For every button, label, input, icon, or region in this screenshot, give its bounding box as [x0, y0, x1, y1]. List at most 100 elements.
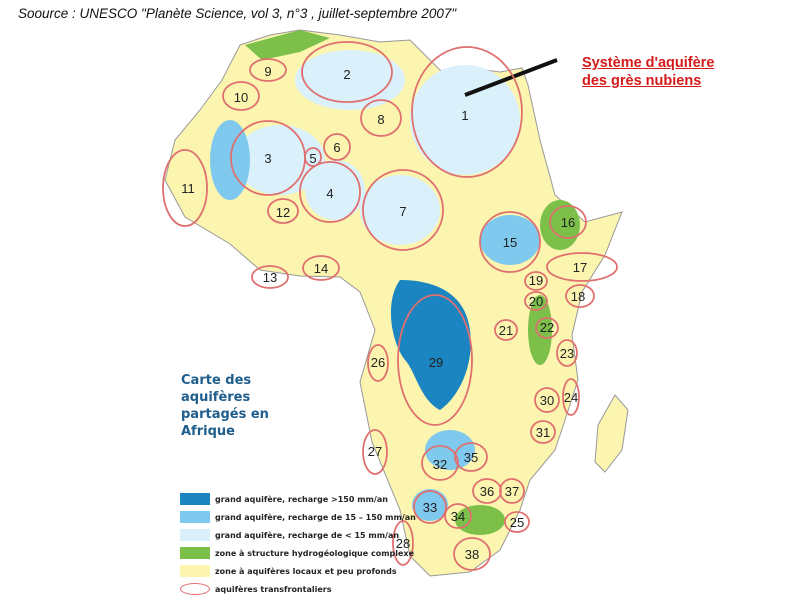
- transboundary-aquifer-outline: [562, 378, 580, 416]
- legend-swatch: [180, 529, 210, 541]
- aquifer-number-label: 7: [399, 204, 406, 219]
- transboundary-aquifer-outline: [499, 478, 525, 504]
- transboundary-aquifer-outline: [360, 99, 402, 137]
- transboundary-aquifer-outline: [302, 255, 340, 281]
- transboundary-aquifer-outline: [323, 133, 351, 161]
- aquifer-number-label: 36: [480, 484, 494, 499]
- aquifer-number-label: 23: [560, 346, 574, 361]
- aquifer-number-label: 22: [540, 320, 554, 335]
- legend-label: zone à aquifères locaux et peu profonds: [215, 566, 397, 576]
- transboundary-aquifer-outline: [549, 205, 587, 239]
- aquifer-number-label: 29: [429, 355, 443, 370]
- medium-aquifer-zones: [210, 120, 540, 521]
- transboundary-aquifer-outline: [421, 445, 459, 481]
- madagascar: [594, 394, 629, 473]
- aquifer-number-label: 20: [529, 294, 543, 309]
- transboundary-aquifer-outline: [565, 284, 595, 308]
- legend-item: zone à aquifères locaux et peu profonds: [180, 562, 416, 580]
- transboundary-aquifer-outline: [222, 81, 260, 111]
- aquifer-number-label: 4: [326, 186, 333, 201]
- transboundary-aquifer-outline: [453, 537, 491, 571]
- transboundary-aquifer-outline: [444, 503, 472, 529]
- aquifer-number-label: 8: [377, 112, 384, 127]
- transboundary-aquifer-outline: [504, 511, 530, 533]
- transboundary-aquifer-outline: [534, 387, 560, 413]
- legend-item: zone à structure hydrogéologique complex…: [180, 544, 416, 562]
- transboundary-aquifer-outline: [524, 271, 548, 291]
- aquifer-number-label: 38: [465, 547, 479, 562]
- source-caption: Soource : UNESCO "Planète Science, vol 3…: [18, 6, 457, 21]
- aquifer-number-label: 18: [571, 289, 585, 304]
- transboundary-aquifer-outline: [556, 339, 578, 367]
- legend-label: grand aquifère, recharge de < 15 mm/an: [215, 530, 400, 540]
- transboundary-aquifer-outline: [411, 46, 523, 178]
- aquifer-number-label: 13: [263, 270, 277, 285]
- transboundary-aquifer-outline: [392, 520, 414, 566]
- aquifer-number-label: 15: [503, 235, 517, 250]
- legend-swatch: [180, 493, 210, 505]
- legend-oval: [180, 583, 210, 595]
- transboundary-aquifer-outline: [530, 420, 556, 444]
- callout-line-2: des grès nubiens: [582, 73, 702, 89]
- aquifer-number-label: 9: [264, 64, 271, 79]
- aquifer-number-label: 30: [540, 393, 554, 408]
- transboundary-aquifer-outline: [524, 291, 548, 311]
- transboundary-aquifer-outline: [362, 429, 388, 475]
- aquifer-number-label: 24: [564, 390, 578, 405]
- aquifer-number-label: 11: [181, 181, 195, 196]
- transboundary-aquifer-outline: [304, 147, 322, 167]
- title-line-2: aquifères: [181, 390, 251, 405]
- nubian-aquifer-callout: Système d'aquifère des grès nubiens: [582, 54, 714, 90]
- aquifer-number-label: 25: [510, 515, 524, 530]
- aquifer-number-label: 34: [451, 509, 465, 524]
- transboundary-aquifer-outline: [472, 478, 502, 504]
- aquifer-number-label: 14: [314, 261, 328, 276]
- callout-pointer-line: [464, 58, 558, 97]
- aquifer-number-label: 21: [499, 323, 513, 338]
- transboundary-aquifer-outline: [546, 252, 618, 282]
- legend-label: zone à structure hydrogéologique complex…: [215, 548, 415, 558]
- aquifer-number-label: 35: [464, 450, 478, 465]
- aquifer-number-label: 2: [343, 67, 350, 82]
- transboundary-aquifer-outline: [251, 265, 289, 289]
- transboundary-aquifer-outline: [413, 490, 447, 524]
- pale-aquifer-zones: [235, 50, 520, 245]
- aquifer-number-label: 37: [505, 484, 519, 499]
- legend-item: grand aquifère, recharge de 15 – 150 mm/…: [180, 508, 416, 526]
- transboundary-aquifer-outline: [362, 169, 444, 251]
- map-title: Carte des aquifères partagés en Afrique: [181, 372, 281, 440]
- legend-swatch: [180, 547, 210, 559]
- aquifer-number-label: 6: [333, 140, 340, 155]
- aquifer-number-label: 19: [529, 273, 543, 288]
- legend-label: grand aquifère, recharge >150 mm/an: [215, 494, 388, 504]
- legend-swatch: [180, 511, 210, 523]
- legend-label: aquifères transfrontaliers: [215, 584, 332, 594]
- legend-swatch: [180, 565, 210, 577]
- transboundary-aquifer-outline: [301, 41, 393, 103]
- transboundary-aquifer-outline: [162, 149, 208, 227]
- transboundary-aquifer-outline: [267, 198, 299, 224]
- map-legend: grand aquifère, recharge >150 mm/an gran…: [180, 490, 416, 598]
- transboundary-aquifer-outline: [249, 58, 287, 82]
- aquifer-number-label: 31: [536, 425, 550, 440]
- aquifer-number-label: 32: [433, 457, 447, 472]
- transboundary-aquifer-outline: [535, 317, 559, 339]
- legend-item: aquifères transfrontaliers: [180, 580, 416, 598]
- north-green-zone: [245, 30, 330, 60]
- aquifer-number-label: 16: [561, 215, 575, 230]
- aquifer-number-label: 17: [573, 260, 587, 275]
- callout-line-1: Système d'aquifère: [582, 55, 715, 71]
- legend-item: grand aquifère, recharge de < 15 mm/an: [180, 526, 416, 544]
- transboundary-aquifer-outline: [454, 442, 488, 472]
- aquifer-number-label: 10: [234, 90, 248, 105]
- green-zones: [455, 200, 580, 535]
- aquifer-number-label: 26: [371, 355, 385, 370]
- legend-label: grand aquifère, recharge de 15 – 150 mm/…: [215, 512, 416, 522]
- transboundary-aquifer-outline: [479, 211, 541, 273]
- aquifer-number-label: 28: [396, 536, 410, 551]
- aquifer-number-label: 12: [276, 205, 290, 220]
- aquifer-number-label: 33: [423, 500, 437, 515]
- aquifer-number-label: 27: [368, 444, 382, 459]
- transboundary-aquifer-outline: [397, 294, 473, 426]
